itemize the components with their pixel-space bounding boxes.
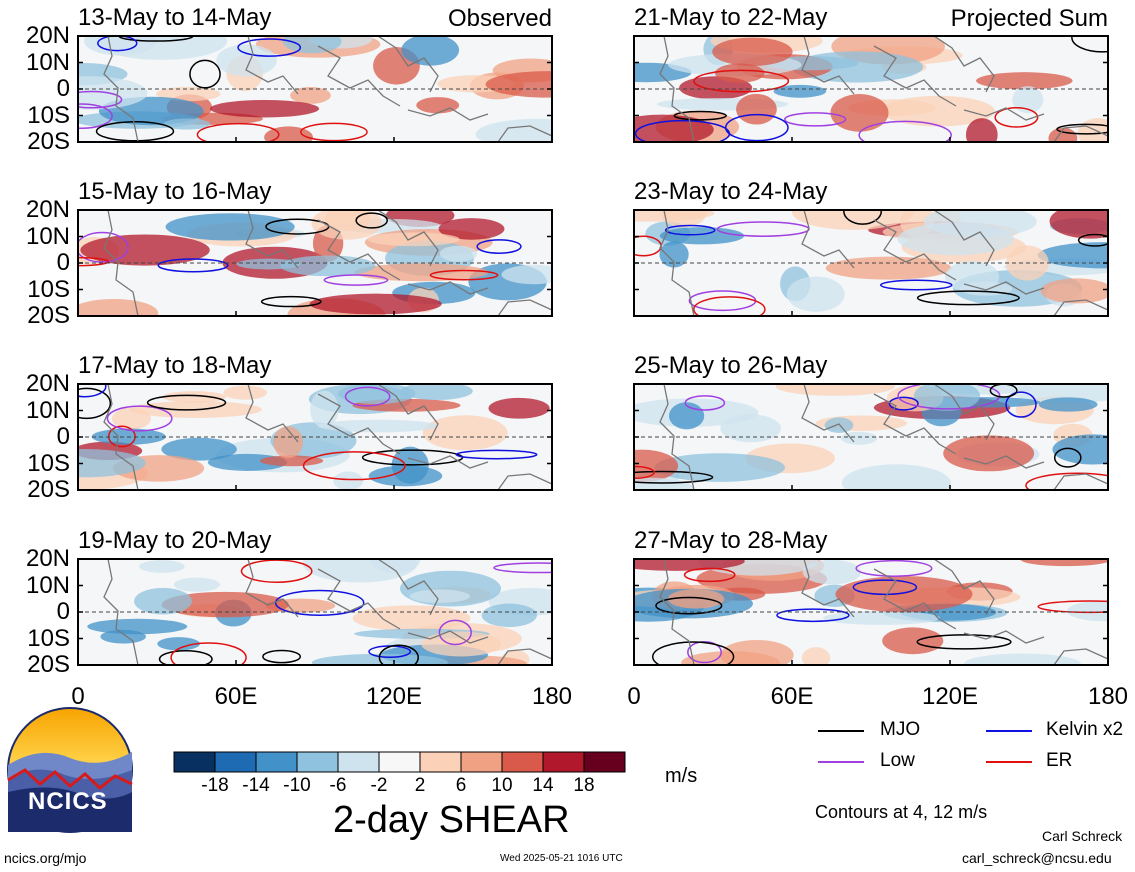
panel-title-6: 23-May to 24-May — [634, 178, 828, 205]
lat-label-3: 10S — [27, 101, 70, 129]
legend-low-label: Low — [880, 750, 915, 771]
legend-kelvin-line — [986, 730, 1032, 732]
contours-note: Contours at 4, 12 m/s — [815, 802, 988, 822]
lon-label-3: 180 — [531, 683, 573, 710]
legend-mjo-line — [818, 730, 864, 732]
lat-label-4: 20S — [27, 651, 70, 678]
map-panel-1 — [77, 35, 553, 143]
map-panel-3 — [77, 383, 553, 491]
lat-label-0: 20N — [25, 196, 70, 223]
lon-label-2: 120E — [365, 683, 423, 710]
lat-label-4: 20S — [27, 476, 70, 503]
colorbar-swatch — [296, 751, 339, 773]
panel-title-1: 13-May to 14-May — [78, 4, 272, 31]
lon-label-0: 0 — [71, 683, 85, 710]
lat-label-2: 0 — [56, 423, 70, 450]
footer-author: Carl Schreck — [1042, 828, 1123, 844]
colorbar-swatch — [419, 751, 462, 773]
legend-kelvin-label: Kelvin x2 — [1046, 719, 1124, 740]
colorbar-swatch — [255, 751, 298, 773]
lat-label-1: 10N — [25, 222, 70, 250]
footer-url: ncics.org/mjo — [4, 850, 87, 866]
colorbar-swatch — [542, 751, 585, 773]
legend-low-line — [818, 761, 864, 763]
colorbar-swatch — [583, 751, 626, 773]
colorbar-label-6: 6 — [455, 775, 467, 796]
panel-title-5: 21-May to 22-May — [634, 4, 828, 31]
lat-label-4: 20S — [27, 302, 70, 329]
colorbar-swatch — [460, 751, 503, 773]
map-panel-5 — [633, 35, 1109, 143]
colorbar-label-5: 2 — [414, 775, 426, 796]
map-panel-8 — [633, 558, 1109, 666]
colorbar-label-9: 18 — [573, 775, 595, 796]
map-panel-2 — [77, 209, 553, 317]
panel-title-4: 19-May to 20-May — [78, 527, 272, 554]
lat-label-3: 10S — [27, 624, 70, 652]
lat-label-2: 0 — [56, 249, 70, 276]
colorbar-swatch — [501, 751, 544, 773]
colorbar-title: 2-day SHEAR — [333, 799, 570, 841]
legend-er-line — [986, 761, 1032, 763]
lat-label-2: 0 — [56, 75, 70, 102]
panel-title-3: 17-May to 18-May — [78, 352, 272, 379]
map-panel-6 — [633, 209, 1109, 317]
colorbar-label-8: 14 — [532, 775, 554, 796]
colorbar-unit: m/s — [665, 765, 698, 787]
ncics-logo — [7, 707, 133, 833]
panel-title-8: 27-May to 28-May — [634, 527, 828, 554]
panel-tag-5: Projected Sum — [950, 5, 1108, 32]
colorbar-label-0: -18 — [201, 775, 229, 796]
lat-label-0: 20N — [25, 545, 70, 572]
lat-label-4: 20S — [27, 128, 70, 155]
footer-timestamp: Wed 2025-05-21 1016 UTC — [500, 853, 623, 864]
lon-label-2: 120E — [921, 683, 979, 710]
lon-label-1: 60E — [214, 683, 258, 710]
colorbar-label-1: -14 — [242, 775, 270, 796]
logo-text: NCICS — [28, 788, 108, 815]
colorbar-swatch — [173, 751, 216, 773]
lat-label-3: 10S — [27, 449, 70, 477]
panel-title-7: 25-May to 26-May — [634, 352, 828, 379]
colorbar-label-3: -6 — [329, 775, 347, 796]
colorbar-label-7: 10 — [491, 775, 513, 796]
panel-title-2: 15-May to 16-May — [78, 178, 272, 205]
lon-label-1: 60E — [770, 683, 814, 710]
map-panel-7 — [633, 383, 1109, 491]
lon-label-0: 0 — [627, 683, 641, 710]
colorbar-label-4: -2 — [370, 775, 388, 796]
footer-email: carl_schreck@ncsu.edu — [962, 850, 1112, 866]
colorbar-swatch — [337, 751, 380, 773]
legend-mjo-label: MJO — [880, 719, 921, 740]
lat-label-1: 10N — [25, 396, 70, 424]
lat-label-1: 10N — [25, 48, 70, 76]
colorbar — [173, 751, 626, 773]
lat-label-2: 0 — [56, 598, 70, 625]
lat-label-0: 20N — [25, 22, 70, 49]
panel-tag-1: Observed — [447, 5, 552, 32]
lat-label-1: 10N — [25, 571, 70, 599]
map-panel-4 — [77, 558, 553, 666]
lat-label-0: 20N — [25, 370, 70, 397]
colorbar-label-2: -10 — [283, 775, 311, 796]
legend-er-label: ER — [1046, 750, 1073, 771]
lat-label-3: 10S — [27, 275, 70, 303]
colorbar-swatch — [378, 751, 421, 773]
colorbar-swatch — [214, 751, 257, 773]
lon-label-3: 180 — [1087, 683, 1129, 710]
